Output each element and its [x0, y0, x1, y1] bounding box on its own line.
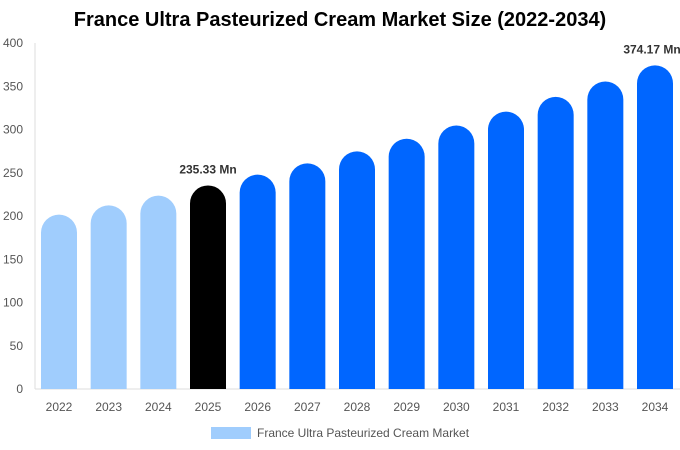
- y-tick-label: 250: [3, 166, 23, 180]
- y-tick-label: 300: [3, 123, 23, 137]
- x-tick-label: 2032: [542, 400, 569, 414]
- x-tick-label: 2025: [195, 400, 222, 414]
- x-tick-label: 2026: [244, 400, 271, 414]
- x-tick-label: 2034: [642, 400, 669, 414]
- bar-2029: [388, 138, 425, 389]
- chart-title: France Ultra Pasteurized Cream Market Si…: [73, 9, 607, 31]
- bar-2026: [239, 174, 276, 389]
- y-tick-label: 400: [3, 36, 23, 50]
- x-tick-label: 2029: [393, 400, 420, 414]
- bar-2027: [289, 163, 326, 389]
- y-tick-label: 200: [3, 209, 23, 223]
- legend-swatch: [211, 427, 251, 439]
- bar-2033: [587, 81, 624, 390]
- x-tick-label: 2023: [95, 400, 122, 414]
- bar-2028: [339, 151, 375, 389]
- bar-2031: [488, 111, 524, 390]
- x-tick-label: 2027: [294, 400, 321, 414]
- y-tick-label: 50: [10, 339, 24, 353]
- data-label: 374.17 Mn: [623, 42, 680, 56]
- bar-2022: [41, 214, 77, 389]
- bar-2025: [190, 185, 226, 389]
- bar-2030: [438, 125, 475, 389]
- x-tick-label: 2033: [592, 400, 619, 414]
- y-tick-label: 100: [3, 296, 23, 310]
- bar-2034: [637, 65, 673, 389]
- x-tick-label: 2028: [344, 400, 371, 414]
- y-tick-label: 0: [16, 382, 23, 396]
- data-label: 235.33 Mn: [179, 162, 236, 176]
- y-tick-label: 150: [3, 252, 23, 266]
- bar-2032: [537, 96, 574, 390]
- x-tick-label: 2024: [145, 400, 172, 414]
- y-tick-label: 350: [3, 79, 23, 93]
- legend: France Ultra Pasteurized Cream Market: [211, 426, 469, 440]
- x-tick-label: 2031: [493, 400, 520, 414]
- legend-label: France Ultra Pasteurized Cream Market: [257, 426, 470, 440]
- x-tick-label: 2022: [46, 400, 73, 414]
- x-tick-label: 2030: [443, 400, 470, 414]
- bar-2023: [90, 205, 127, 389]
- bar-2024: [140, 195, 177, 389]
